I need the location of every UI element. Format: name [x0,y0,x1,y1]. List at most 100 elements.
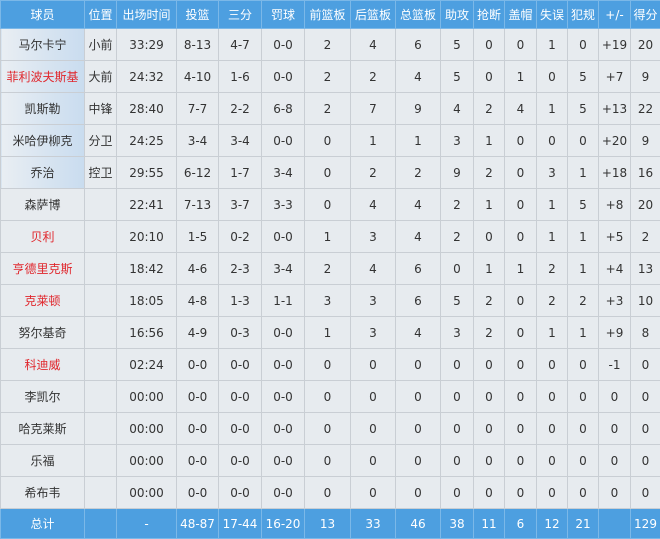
header-field-goals: 投篮 [177,1,219,29]
cell-assists: 0 [441,253,474,285]
cell-turnovers: 0 [537,413,568,445]
cell-position [85,413,117,445]
cell-turnovers: 0 [537,125,568,157]
cell-free-throws: 1-1 [262,285,305,317]
cell-position: 控卫 [85,157,117,189]
cell-steals: 0 [474,381,505,413]
cell-field-goals: 3-4 [177,125,219,157]
cell-points: 0 [631,445,660,477]
cell-defensive-rebounds: 4 [351,253,396,285]
cell-steals: 2 [474,157,505,189]
cell-fouls: 5 [568,93,599,125]
cell-position [85,221,117,253]
cell-three-pointers: 3-7 [219,189,262,221]
cell-points: 9 [631,125,660,157]
cell-free-throws: 0-0 [262,221,305,253]
cell-minutes: 24:32 [117,61,177,93]
cell-turnovers: 1 [537,189,568,221]
cell-player[interactable]: 李凯尔 [1,381,85,413]
cell-blocks: 0 [505,381,537,413]
cell-field-goals: 6-12 [177,157,219,189]
cell-offensive-rebounds: 0 [305,445,351,477]
cell-position [85,285,117,317]
cell-total-rebounds: 6 [396,29,441,61]
cell-minutes: 22:41 [117,189,177,221]
header-free-throws: 罚球 [262,1,305,29]
cell-steals: 1 [474,125,505,157]
header-row: 球员位置出场时间投篮三分罚球前篮板后篮板总篮板助攻抢断盖帽失误犯规+/-得分 [1,1,660,29]
cell-player[interactable]: 哈克莱斯 [1,413,85,445]
header-position: 位置 [85,1,117,29]
cell-total-rebounds: 0 [396,445,441,477]
cell-free-throws: 3-3 [262,189,305,221]
cell-player[interactable]: 马尔卡宁 [1,29,85,61]
cell-plus-minus: 0 [599,445,631,477]
cell-blocks: 0 [505,349,537,381]
header-blocks: 盖帽 [505,1,537,29]
cell-player[interactable]: 凯斯勒 [1,93,85,125]
cell-fouls: 0 [568,125,599,157]
total-fouls: 21 [568,509,599,539]
header-assists: 助攻 [441,1,474,29]
cell-blocks: 0 [505,445,537,477]
header-steals: 抢断 [474,1,505,29]
cell-free-throws: 0-0 [262,445,305,477]
cell-offensive-rebounds: 0 [305,157,351,189]
cell-offensive-rebounds: 3 [305,285,351,317]
cell-field-goals: 4-10 [177,61,219,93]
cell-assists: 0 [441,477,474,509]
cell-player[interactable]: 米哈伊柳克 [1,125,85,157]
cell-player[interactable]: 亨德里克斯 [1,253,85,285]
cell-total-rebounds: 0 [396,349,441,381]
total-minutes: - [117,509,177,539]
cell-plus-minus: +5 [599,221,631,253]
cell-defensive-rebounds: 0 [351,477,396,509]
cell-minutes: 00:00 [117,477,177,509]
cell-turnovers: 1 [537,29,568,61]
cell-offensive-rebounds: 0 [305,349,351,381]
cell-free-throws: 3-4 [262,157,305,189]
cell-fouls: 0 [568,413,599,445]
header-plus-minus: +/- [599,1,631,29]
cell-defensive-rebounds: 2 [351,157,396,189]
cell-minutes: 16:56 [117,317,177,349]
cell-player[interactable]: 贝利 [1,221,85,253]
cell-plus-minus: +18 [599,157,631,189]
cell-three-pointers: 0-0 [219,477,262,509]
cell-steals: 1 [474,253,505,285]
cell-player[interactable]: 森萨博 [1,189,85,221]
cell-player[interactable]: 科迪威 [1,349,85,381]
cell-three-pointers: 2-2 [219,93,262,125]
cell-player[interactable]: 努尔基奇 [1,317,85,349]
cell-plus-minus: 0 [599,413,631,445]
header-three-pointers: 三分 [219,1,262,29]
cell-blocks: 4 [505,93,537,125]
cell-player[interactable]: 希布韦 [1,477,85,509]
total-steals: 11 [474,509,505,539]
cell-total-rebounds: 6 [396,253,441,285]
cell-player[interactable]: 菲利波夫斯基 [1,61,85,93]
total-field-goals: 48-87 [177,509,219,539]
cell-steals: 0 [474,445,505,477]
cell-blocks: 0 [505,157,537,189]
cell-free-throws: 0-0 [262,381,305,413]
cell-defensive-rebounds: 4 [351,189,396,221]
cell-total-rebounds: 4 [396,317,441,349]
header-points: 得分 [631,1,660,29]
cell-player[interactable]: 乐福 [1,445,85,477]
cell-turnovers: 0 [537,61,568,93]
total-plus-minus [599,509,631,539]
cell-blocks: 0 [505,317,537,349]
cell-three-pointers: 1-3 [219,285,262,317]
cell-player[interactable]: 克莱顿 [1,285,85,317]
cell-points: 9 [631,61,660,93]
cell-total-rebounds: 1 [396,125,441,157]
cell-field-goals: 8-13 [177,29,219,61]
cell-player[interactable]: 乔治 [1,157,85,189]
cell-free-throws: 0-0 [262,29,305,61]
cell-defensive-rebounds: 3 [351,317,396,349]
cell-position [85,189,117,221]
cell-field-goals: 0-0 [177,381,219,413]
